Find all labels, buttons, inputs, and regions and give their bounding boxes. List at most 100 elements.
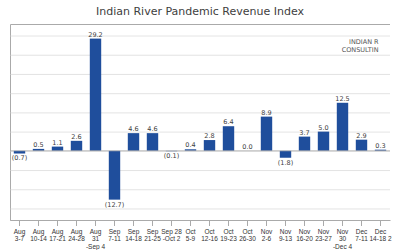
bar [128, 133, 139, 151]
data-label: (12.7) [105, 201, 125, 209]
y-tick [10, 74, 390, 75]
x-tick: Oct26-30 [239, 220, 256, 242]
x-tick-label: Oct5-9 [185, 228, 195, 242]
data-label: 0.3 [375, 142, 385, 150]
tick-mark [228, 220, 229, 226]
x-tick-label: Nov30-Dec 4 [333, 228, 353, 250]
data-label: 5.0 [318, 124, 328, 132]
x-tick-label: Aug24-28 [68, 228, 85, 242]
y-tick [10, 93, 390, 94]
y-tick [10, 151, 390, 152]
x-tick: Sep7-11 [108, 220, 121, 242]
y-tick [10, 55, 390, 56]
chart-container: Aug3-7Aug10-14Aug17-21Aug24-28Aug31-Sep … [0, 0, 400, 250]
tick-mark [171, 220, 172, 226]
tick-mark [342, 220, 343, 226]
x-tick: Sep21-25 [144, 220, 161, 242]
data-label: (0.1) [164, 152, 179, 160]
bar [52, 147, 63, 151]
bar [261, 117, 272, 151]
y-tick [10, 189, 390, 190]
tick-mark [38, 220, 39, 226]
x-tick: Aug17-21 [49, 220, 66, 242]
x-tick: Dec14-18 2 [369, 220, 391, 242]
tick-mark [95, 220, 96, 226]
data-label: 2.6 [71, 133, 81, 141]
x-tick: Dec7-11 [355, 220, 368, 242]
data-label: 2.8 [204, 132, 214, 140]
bar [71, 141, 82, 151]
x-tick-label: Dec14-18 2 [369, 228, 391, 242]
x-tick-label: Aug31-Sep 4 [86, 228, 106, 250]
x-tick-label: Sep21-25 [144, 228, 161, 242]
grid-line [10, 55, 390, 56]
tick-mark [361, 220, 362, 226]
x-axis: Aug3-7Aug10-14Aug17-21Aug24-28Aug31-Sep … [11, 220, 392, 250]
grid-line [10, 170, 390, 171]
bar [204, 140, 215, 151]
tick-mark [57, 220, 58, 226]
bars [14, 39, 386, 200]
x-tick-label: Oct12-16 [201, 228, 218, 242]
data-labels: (0.7)0.51.12.629.2(12.7)4.64.6(0.1)0.42.… [12, 31, 386, 209]
x-tick-label: Nov2-6 [261, 228, 273, 242]
bar [14, 151, 25, 154]
y-tick [10, 132, 390, 133]
x-tick: Nov9-13 [279, 220, 292, 242]
x-tick-label: Nov23-27 [315, 228, 332, 242]
x-tick-label: Sep14-18 [125, 228, 142, 242]
grid-line [10, 93, 390, 94]
grid-line [10, 74, 390, 75]
data-label: 3.7 [299, 129, 309, 137]
x-tick: Sep 28-Oct 2 [161, 220, 182, 242]
tick-mark [285, 220, 286, 226]
x-tick: Nov16-20 [296, 220, 313, 242]
data-label: 0.4 [185, 141, 195, 149]
bar [223, 126, 234, 151]
annotation: INDIAN RCONSULTIN [342, 38, 379, 53]
bar [109, 151, 120, 200]
data-label: 12.5 [335, 95, 349, 103]
grid-line [10, 36, 390, 37]
x-tick: Aug24-28 [68, 220, 85, 242]
data-label: 0.0 [242, 143, 252, 151]
tick-mark [323, 220, 324, 226]
tick-mark [266, 220, 267, 226]
data-label: 29.2 [88, 31, 102, 39]
data-label: 8.9 [261, 109, 271, 117]
bar [147, 133, 158, 151]
bar [90, 39, 101, 151]
x-tick: Oct12-16 [201, 220, 218, 242]
x-tick-label: Oct19-23 [220, 228, 237, 242]
grid-line [10, 151, 390, 152]
data-label: 4.6 [147, 125, 157, 133]
x-tick: Nov30-Dec 4 [333, 220, 353, 250]
bar [299, 137, 310, 151]
grid-line [10, 132, 390, 133]
zero-line [10, 150, 390, 151]
x-tick-label: Sep7-11 [108, 228, 121, 242]
y-tick [10, 208, 390, 209]
tick-mark [114, 220, 115, 226]
x-tick: Aug10-14 [30, 220, 47, 242]
x-tick-label: Aug17-21 [49, 228, 66, 242]
tick-mark [76, 220, 77, 226]
tick-mark [19, 220, 20, 226]
plot-area: Aug3-7Aug10-14Aug17-21Aug24-28Aug31-Sep … [10, 25, 392, 250]
y-tick [10, 170, 390, 171]
data-label: (0.7) [12, 154, 27, 162]
tick-mark [152, 220, 153, 226]
bar [280, 151, 291, 158]
x-tick: Oct19-23 [220, 220, 237, 242]
y-axis [10, 25, 390, 221]
data-label: 0.5 [33, 141, 43, 149]
data-label: 1.1 [52, 139, 62, 147]
chart-svg: Aug3-7Aug10-14Aug17-21Aug24-28Aug31-Sep … [0, 0, 400, 250]
bar [356, 140, 367, 151]
tick-mark [190, 220, 191, 226]
tick-mark [247, 220, 248, 226]
data-label: (1.8) [278, 159, 293, 167]
x-tick: Aug31-Sep 4 [86, 220, 106, 250]
x-tick: Nov23-27 [315, 220, 332, 242]
grid-line [10, 208, 390, 209]
